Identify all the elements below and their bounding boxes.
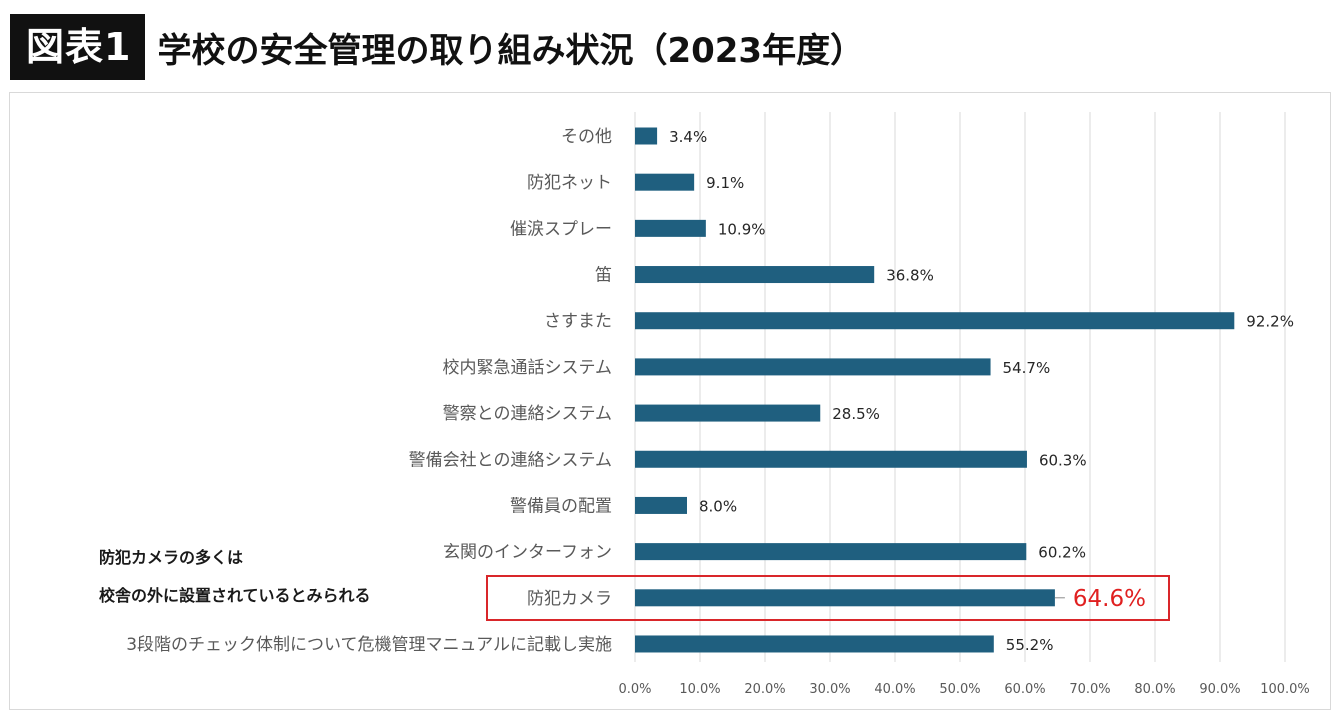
value-label: 36.8% [886,267,934,285]
category-label: さすまた [544,312,612,332]
x-tick-label: 10.0% [679,682,720,697]
bar [635,589,1055,607]
x-tick-label: 70.0% [1069,682,1110,697]
x-tick-label: 0.0% [618,682,651,697]
x-tick-label: 50.0% [939,682,980,697]
figure-badge: 図表1 [10,14,146,80]
chart-title: 学校の安全管理の取り組み状況（2023年度） [157,30,865,71]
value-label: 60.2% [1038,544,1086,562]
x-tick-label: 90.0% [1199,682,1240,697]
x-tick-label: 80.0% [1134,682,1175,697]
grid-lines [634,112,1286,662]
bar [635,312,1235,330]
value-label: 92.2% [1246,313,1294,331]
bar [635,219,706,237]
value-label: 64.6% [1073,586,1146,612]
x-tick-label: 20.0% [744,682,785,697]
chart-panel [9,92,1331,710]
annotation-line-2: 校舎の外に設置されているとみられる [99,586,371,605]
category-label: その他 [561,127,612,147]
x-tick-label: 40.0% [874,682,915,697]
bar [635,496,687,514]
bar [635,266,875,284]
category-label: 防犯ネット [527,173,612,193]
category-label: 笛 [595,266,612,286]
value-label: 55.2% [1006,636,1054,654]
bar [635,450,1027,468]
bars [635,127,1235,653]
bar [635,173,695,191]
value-label: 10.9% [718,220,766,238]
value-label: 60.3% [1039,451,1087,469]
category-label: 防犯カメラ [527,589,612,609]
bar [635,127,658,145]
header: 図表1 学校の安全管理の取り組み状況（2023年度） [10,14,864,80]
labels: 0.0% 10.0% 20.0% 30.0% 40.0% 50.0% 60.0% 70.0% 8… [126,127,1310,697]
bar [635,358,991,376]
bar [635,404,821,422]
x-tick-label: 60.0% [1004,682,1045,697]
category-label: 催涙スプレー [510,218,612,239]
value-label: 9.1% [706,174,744,192]
bar [635,635,994,653]
category-label: 3段階のチェック体制について危機管理マニュアルに記載し実施 [126,635,612,655]
category-label: 警備会社との連絡システム [409,450,612,470]
annotation-line-1: 防犯カメラの多くは [99,548,244,567]
category-label: 警備員の配置 [510,496,612,516]
value-label: 28.5% [832,405,880,423]
x-tick-label: 30.0% [809,682,850,697]
x-tick-label: 100.0% [1260,682,1310,697]
highlight-box [486,575,1170,621]
category-label: 校内緊急通話システム [443,358,613,378]
value-label: 54.7% [1003,359,1051,377]
value-label: 3.4% [669,128,707,146]
category-label: 警察との連絡システム [443,404,612,424]
value-label: 8.0% [699,497,737,515]
category-label: 玄関のインターフォン [443,543,612,563]
bar [635,543,1027,561]
